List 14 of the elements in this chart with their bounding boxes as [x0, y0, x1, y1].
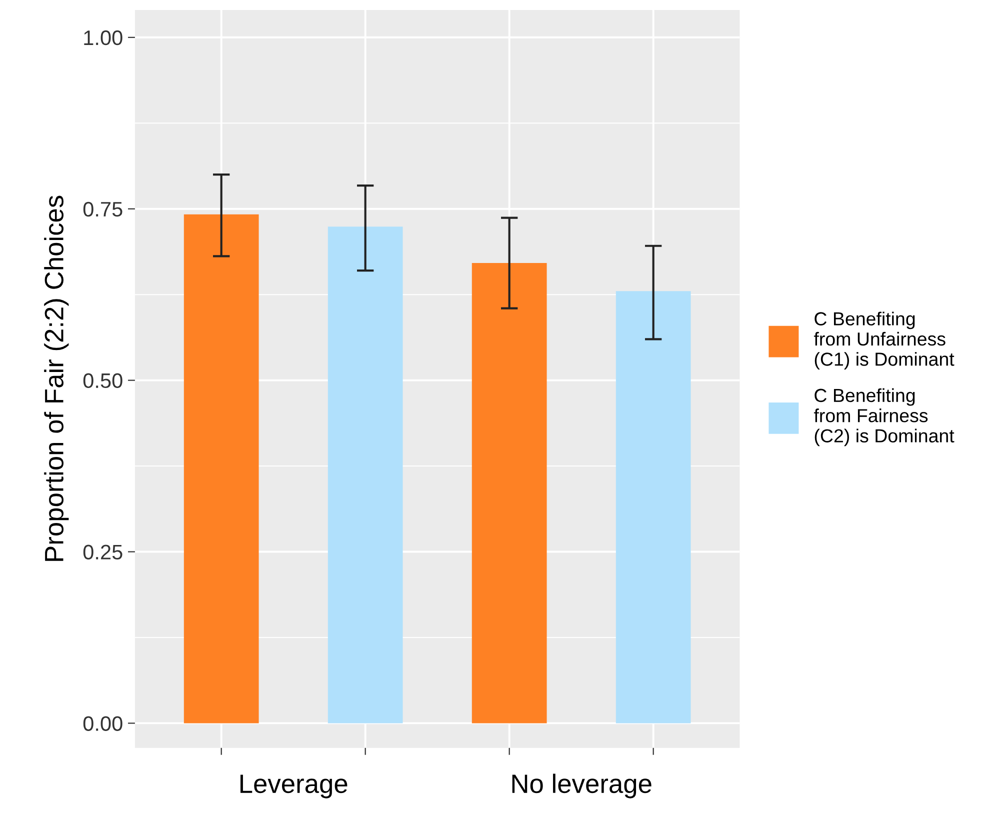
legend-label: C Benefiting from Unfairness (C1) is Dominant: [814, 312, 954, 370]
y-tick-label: 0.25: [83, 544, 122, 560]
bar: [184, 214, 259, 724]
y-tick-label: 1.00: [84, 30, 122, 46]
x-tick-label: No leverage: [512, 774, 652, 798]
bar: [472, 263, 547, 724]
y-axis-title: Proportion of Fair (2:2) Choices: [44, 196, 69, 561]
y-tick-label: 0.00: [83, 716, 122, 731]
y-tick-label: 0.50: [83, 373, 122, 388]
bar: [328, 226, 403, 724]
y-tick-label: 0.75: [83, 202, 122, 217]
legend-label: C Benefiting from Fairness (C2) is Dominant: [814, 388, 954, 446]
x-tick-label: Leverage: [240, 774, 348, 798]
bar: [616, 291, 691, 724]
